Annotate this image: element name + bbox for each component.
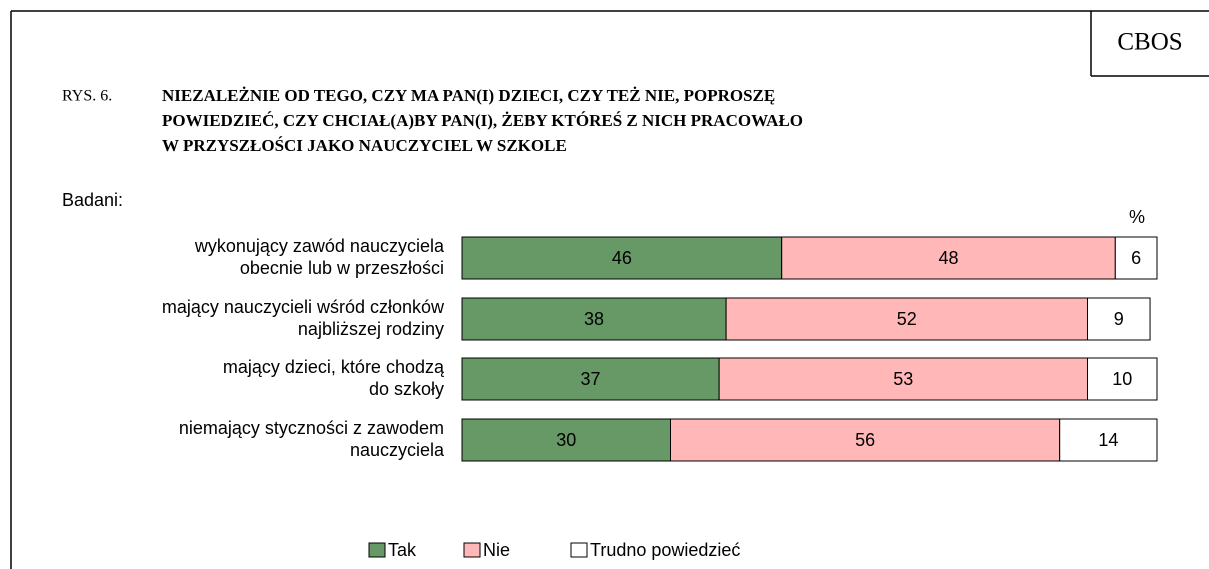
chart-title: W PRZYSZŁOŚCI JAKO NAUCZYCIEL W SZKOLE xyxy=(162,136,567,155)
chart-title: POWIEDZIEĆ, CZY CHCIAŁ(A)BY PAN(I), ŻEBY… xyxy=(162,111,803,130)
category-label: do szkoły xyxy=(369,379,444,399)
legend-label: Nie xyxy=(483,540,510,560)
value-label: 37 xyxy=(581,369,601,389)
category-label: nauczyciela xyxy=(350,440,445,460)
legend-label: Tak xyxy=(388,540,417,560)
legend-swatch xyxy=(463,542,481,558)
value-label: 38 xyxy=(584,309,604,329)
figure-number: RYS. 6. xyxy=(62,88,112,105)
value-label: 6 xyxy=(1131,248,1141,268)
bar-segment xyxy=(670,418,1061,462)
value-label: 10 xyxy=(1112,369,1132,389)
value-label: 53 xyxy=(893,369,913,389)
bar-segment xyxy=(1114,236,1158,280)
source: CBOS xyxy=(1117,29,1182,56)
bar-segment xyxy=(725,297,1088,341)
group-label: Badani: xyxy=(62,190,123,210)
legend-label: Trudno powiedzieć xyxy=(590,540,740,560)
category-label: wykonujący zawód nauczyciela xyxy=(194,236,445,256)
unit-label: % xyxy=(1129,207,1145,227)
value-label: 56 xyxy=(855,430,875,450)
bar-segment xyxy=(461,236,783,280)
bar-segment xyxy=(1059,418,1158,462)
bar-segment xyxy=(461,418,671,462)
legend-swatch xyxy=(368,542,386,558)
value-label: 52 xyxy=(897,309,917,329)
chart-title: NIEZALEŻNIE OD TEGO, CZY MA PAN(I) DZIEC… xyxy=(162,86,775,105)
category-label: niemający styczności z zawodem xyxy=(179,418,444,438)
value-label: 9 xyxy=(1114,309,1124,329)
legend-swatch xyxy=(570,542,588,558)
bar-segment xyxy=(1087,357,1158,401)
value-label: 14 xyxy=(1098,430,1118,450)
value-label: 48 xyxy=(938,248,958,268)
value-label: 30 xyxy=(556,430,576,450)
bar-segment xyxy=(461,297,727,341)
category-label: mający dzieci, które chodzą xyxy=(223,357,445,377)
category-label: najbliższej rodziny xyxy=(298,319,444,339)
category-label: obecnie lub w przeszłości xyxy=(240,258,444,278)
bar-segment xyxy=(1087,297,1151,341)
bar-segment xyxy=(781,236,1116,280)
value-label: 46 xyxy=(612,248,632,268)
category-label: mający nauczycieli wśród członków xyxy=(162,297,445,317)
